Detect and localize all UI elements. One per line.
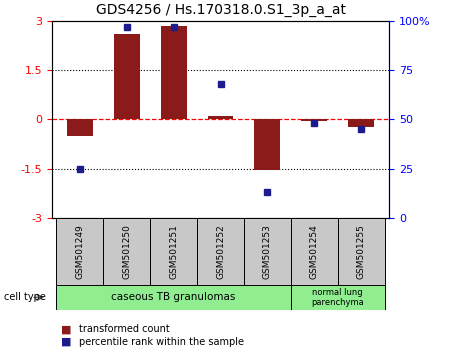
Bar: [67, 119, 93, 136]
Text: transformed count: transformed count: [79, 324, 170, 334]
Bar: [161, 26, 186, 119]
Bar: [56, 285, 291, 310]
Title: GDS4256 / Hs.170318.0.S1_3p_a_at: GDS4256 / Hs.170318.0.S1_3p_a_at: [95, 4, 346, 17]
Bar: [291, 218, 338, 285]
Bar: [255, 119, 280, 170]
Bar: [114, 34, 140, 119]
Bar: [150, 218, 197, 285]
Text: normal lung
parenchyma: normal lung parenchyma: [311, 288, 364, 307]
Text: GSM501251: GSM501251: [169, 224, 178, 279]
Text: GSM501250: GSM501250: [122, 224, 131, 279]
Text: percentile rank within the sample: percentile rank within the sample: [79, 337, 244, 347]
Bar: [207, 115, 234, 119]
Text: cell type: cell type: [4, 292, 46, 302]
Bar: [244, 218, 291, 285]
Bar: [348, 119, 374, 127]
Text: GSM501255: GSM501255: [356, 224, 365, 279]
Text: GSM501249: GSM501249: [76, 224, 85, 279]
Bar: [104, 218, 150, 285]
Bar: [291, 285, 385, 310]
Text: ■: ■: [61, 337, 71, 347]
Bar: [197, 218, 244, 285]
Text: GSM501252: GSM501252: [216, 224, 225, 279]
Bar: [338, 218, 385, 285]
Text: ■: ■: [61, 324, 71, 334]
Text: GSM501254: GSM501254: [310, 224, 319, 279]
Bar: [302, 119, 327, 121]
Bar: [56, 218, 104, 285]
Text: GSM501253: GSM501253: [263, 224, 272, 279]
Text: caseous TB granulomas: caseous TB granulomas: [112, 292, 236, 302]
